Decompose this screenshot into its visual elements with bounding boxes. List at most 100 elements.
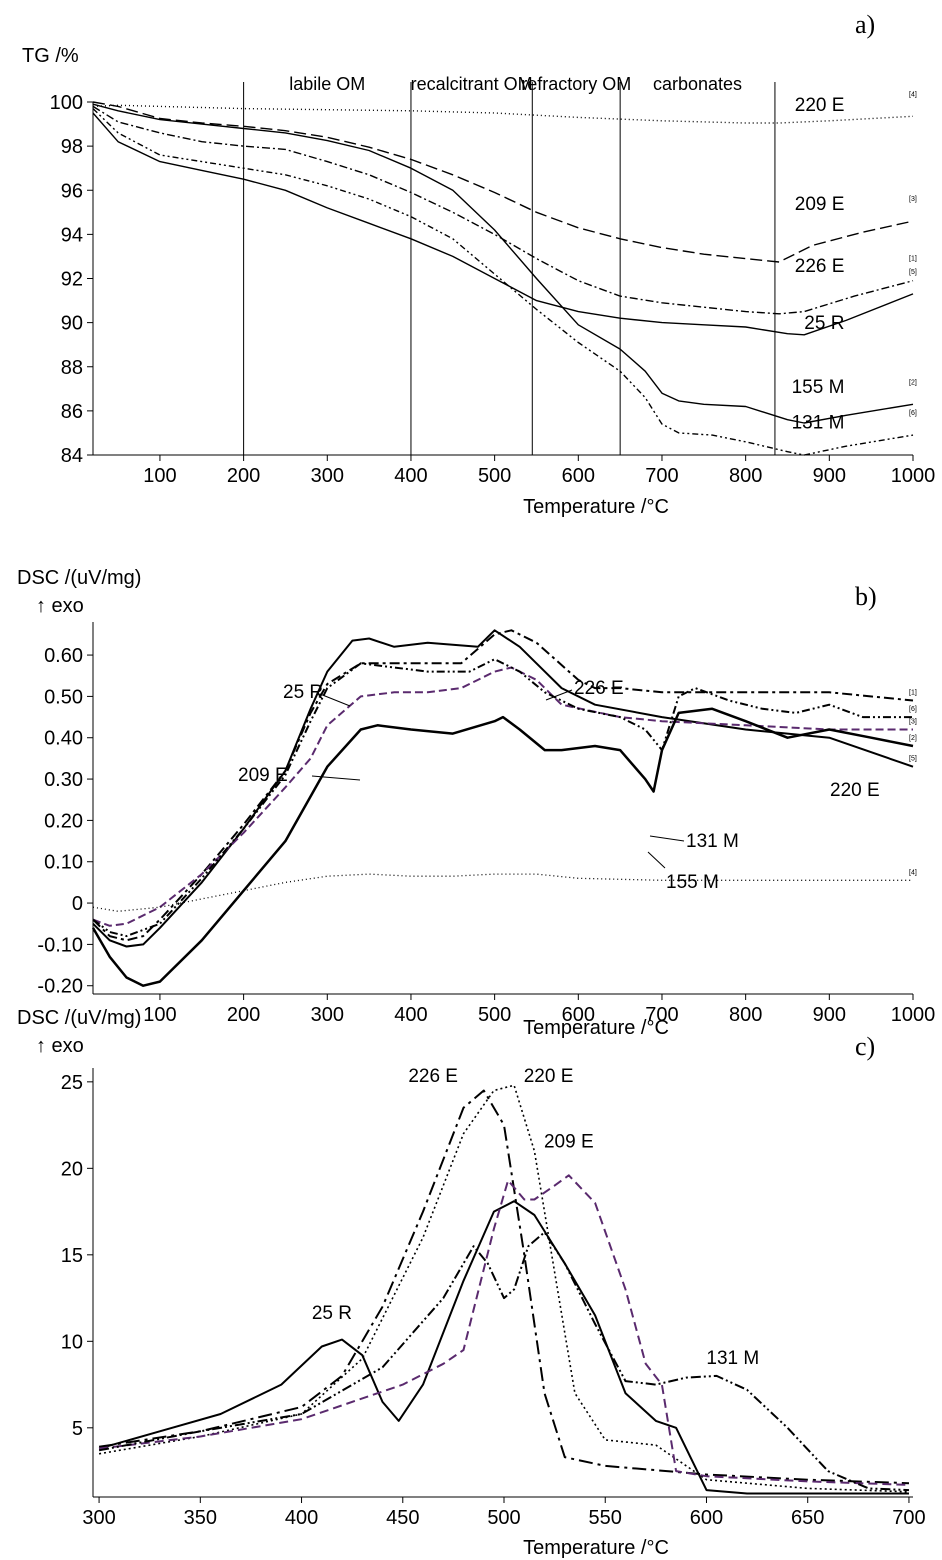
x-tick-label: 550	[589, 1507, 622, 1529]
x-tick-label: 600	[562, 1004, 595, 1026]
series-marker: [1]	[909, 256, 917, 263]
x-axis-label: Temperature /°C	[523, 1017, 669, 1039]
panel-letter: a)	[855, 10, 875, 39]
series-marker: [5]	[909, 269, 917, 276]
series-marker: [4]	[909, 91, 917, 98]
region-label: recalcitrant OM	[411, 74, 533, 94]
region-label: carbonates	[653, 74, 742, 94]
y-tick-label: 0.40	[44, 728, 83, 750]
y-tick-label: 90	[61, 313, 83, 335]
series-label: 25 R	[312, 1303, 352, 1324]
panel-letter: b)	[855, 582, 877, 611]
exo-arrow-label: ↑ exo	[36, 1035, 84, 1057]
series-line-220-e	[98, 1084, 910, 1493]
x-tick-label: 400	[394, 465, 427, 487]
x-tick-label: 900	[813, 465, 846, 487]
region-label: labile OM	[289, 74, 365, 94]
panel-letter: c)	[855, 1032, 875, 1061]
exo-arrow-label: ↑ exo	[36, 595, 84, 617]
series-label: 155 M	[666, 872, 719, 893]
series-line-131-m	[92, 108, 914, 456]
x-tick-label: 200	[227, 465, 260, 487]
x-tick-label: 400	[285, 1507, 318, 1529]
y-tick-label: 96	[61, 180, 83, 202]
x-tick-label: 300	[82, 1507, 115, 1529]
series-marker: [5]	[909, 756, 917, 763]
y-tick-label: 0	[72, 893, 83, 915]
x-tick-label: 1000	[891, 465, 936, 487]
x-tick-label: 400	[394, 1004, 427, 1026]
y-axis-label: DSC /(uV/mg)	[17, 1007, 141, 1029]
x-axis-label: Temperature /°C	[523, 496, 669, 518]
series-label: 155 M	[792, 377, 845, 398]
series-line-209-e	[92, 101, 914, 263]
leader-line	[649, 835, 685, 842]
y-tick-label: 25	[61, 1072, 83, 1094]
y-tick-label: -0.20	[37, 976, 83, 998]
series-line-155-m	[92, 103, 914, 424]
y-tick-label: 88	[61, 357, 83, 379]
series-line-25-r	[92, 629, 914, 948]
series-line-131-m	[92, 658, 913, 938]
x-tick-label: 650	[791, 1507, 824, 1529]
x-axis-label: Temperature /°C	[523, 1537, 669, 1559]
x-tick-label: 450	[386, 1507, 419, 1529]
chart-panel-1: a) TG /% Temperature /°C 100 200 300 400 500 600…	[22, 10, 935, 518]
y-tick-label: 10	[61, 1331, 83, 1353]
y-tick-label: 0.30	[44, 769, 83, 791]
series-marker: [1]	[909, 690, 917, 697]
series-label: 25 R	[283, 682, 323, 703]
y-tick-label: 94	[61, 224, 83, 246]
x-tick-label: 700	[892, 1507, 925, 1529]
y-axis-label: TG /%	[22, 45, 79, 67]
series-label: 131 M	[686, 831, 739, 852]
x-tick-label: 900	[813, 1004, 846, 1026]
series-label: 226 E	[574, 678, 624, 699]
y-tick-label: 92	[61, 269, 83, 291]
x-tick-label: 300	[311, 1004, 344, 1026]
x-tick-label: 500	[487, 1507, 520, 1529]
x-tick-label: 1000	[891, 1004, 936, 1026]
series-marker: [3]	[909, 718, 917, 725]
y-tick-label: 100	[50, 92, 83, 114]
series-line-226-e	[98, 1089, 910, 1485]
series-label: 226 E	[408, 1066, 458, 1087]
series-line-209-e	[92, 666, 913, 927]
series-label: 131 M	[706, 1348, 759, 1369]
y-axis-label: DSC /(uV/mg)	[17, 567, 141, 589]
y-tick-label: 84	[61, 445, 83, 467]
y-tick-label: 0.50	[44, 686, 83, 708]
y-tick-label: 0.20	[44, 810, 83, 832]
x-tick-label: 700	[645, 1004, 678, 1026]
series-label: 220 E	[830, 780, 880, 801]
y-tick-label: 86	[61, 401, 83, 423]
leader-line	[311, 775, 361, 781]
series-label: 209 E	[544, 1132, 594, 1153]
series-label: 209 E	[795, 194, 845, 215]
region-label: refractory OM	[521, 74, 631, 94]
x-tick-label: 500	[478, 1004, 511, 1026]
series-marker: [4]	[909, 869, 917, 876]
series-line-226-e	[92, 629, 914, 942]
x-tick-label: 500	[478, 465, 511, 487]
x-tick-label: 800	[729, 1004, 762, 1026]
x-tick-label: 600	[690, 1507, 723, 1529]
series-line-25-r	[98, 1200, 909, 1495]
x-tick-label: 800	[729, 465, 762, 487]
x-tick-label: 300	[311, 465, 344, 487]
chart-panel-2: b) DSC /(uV/mg) ↑ exo Temperature /°C 100 200…	[17, 567, 935, 1039]
series-label: 209 E	[238, 765, 288, 786]
y-tick-label: 98	[61, 136, 83, 158]
y-tick-label: 15	[61, 1245, 83, 1267]
leader-line	[545, 689, 573, 701]
series-marker: [6]	[909, 410, 917, 417]
series-line-155-m	[91, 707, 914, 987]
series-label: 220 E	[524, 1066, 574, 1087]
y-tick-label: -0.10	[37, 934, 83, 956]
series-line-220-e	[92, 873, 913, 912]
leader-line	[647, 851, 666, 869]
y-tick-label: 5	[72, 1418, 83, 1440]
y-tick-label: 0.10	[44, 852, 83, 874]
leader-line	[319, 693, 351, 707]
